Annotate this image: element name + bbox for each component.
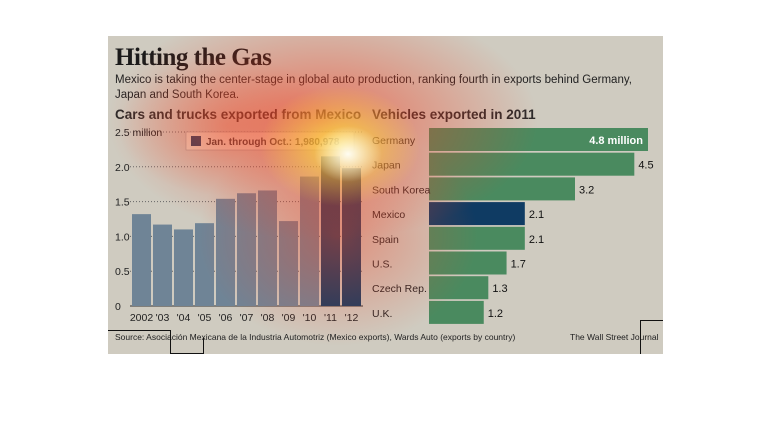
x-tick-label: '09 xyxy=(282,312,296,324)
category-label: South Korea xyxy=(372,184,431,196)
bar xyxy=(429,276,489,300)
legend-swatch xyxy=(191,136,201,146)
x-tick-label: '07 xyxy=(240,312,254,324)
category-label: Mexico xyxy=(372,209,405,221)
bar xyxy=(153,224,172,306)
value-label: 4.5 xyxy=(638,160,653,172)
corner-mark xyxy=(203,338,204,354)
left-chart-title: Cars and trucks exported from Mexico xyxy=(115,107,362,122)
x-tick-label: '03 xyxy=(156,312,170,324)
y-tick-label: 1.0 xyxy=(115,231,130,243)
right-chart-title: Vehicles exported in 2011 xyxy=(372,107,536,122)
category-label: U.S. xyxy=(372,259,392,271)
category-label: Czech Rep. xyxy=(372,283,427,295)
bar xyxy=(195,223,214,306)
bar xyxy=(216,198,235,306)
bar xyxy=(429,177,575,201)
bar xyxy=(237,193,256,306)
bar xyxy=(300,176,319,306)
x-tick-label: 2002 xyxy=(130,312,154,324)
x-tick-label: '11 xyxy=(324,312,337,324)
corner-mark xyxy=(640,320,641,354)
value-label: 3.2 xyxy=(579,184,594,196)
bar xyxy=(429,226,525,250)
bar xyxy=(429,152,635,176)
value-label: 4.8 million xyxy=(589,135,643,147)
corner-mark xyxy=(108,330,170,331)
source-note: Source: Asociación Mexicana de la Indust… xyxy=(115,332,516,342)
chart-title: Hitting the Gas xyxy=(115,44,272,71)
x-tick-label: '05 xyxy=(198,312,212,324)
country-exports-bar-chart: Germany 4.8 million Japan 4.5 South Korea 3.2… xyxy=(372,128,654,324)
value-label: 2.1 xyxy=(529,234,544,246)
bar xyxy=(321,156,340,306)
value-label: 1.7 xyxy=(511,259,526,271)
bar xyxy=(279,221,298,306)
category-label: Spain xyxy=(372,234,399,246)
mexico-exports-bar-chart: 0 0.5 1.0 1.5 2.0 2.5 million 2002'03 '04 '05 '06… xyxy=(115,127,363,324)
value-label: 2.1 xyxy=(529,209,544,221)
y-tick-label: 1.5 xyxy=(115,197,130,209)
category-label: Germany xyxy=(372,135,416,147)
x-tick-label: '10 xyxy=(303,312,317,324)
publisher-credit: The Wall Street Journal xyxy=(570,332,659,342)
y-tick-label: 0 xyxy=(115,301,121,313)
bar xyxy=(429,251,507,275)
bar xyxy=(258,190,277,306)
chart-subtitle: Mexico is taking the center-stage in glo… xyxy=(115,74,632,101)
y-tick-label: 2.5 million xyxy=(115,127,162,139)
bar xyxy=(429,202,525,226)
x-tick-label: '08 xyxy=(261,312,275,324)
corner-mark xyxy=(170,353,204,354)
infographic-panel: Hitting the Gas Mexico is taking the cen… xyxy=(108,36,663,354)
x-tick-label: '04 xyxy=(177,312,191,324)
corner-mark xyxy=(640,320,663,321)
bar xyxy=(342,168,361,306)
category-label: Japan xyxy=(372,160,401,172)
corner-mark xyxy=(170,330,171,354)
bar xyxy=(174,229,193,306)
bar xyxy=(132,214,151,306)
y-tick-label: 2.0 xyxy=(115,162,130,174)
value-label: 1.3 xyxy=(492,283,507,295)
x-tick-label: '06 xyxy=(219,312,233,324)
bar xyxy=(429,300,484,324)
y-tick-label: 0.5 xyxy=(115,266,130,278)
category-label: U.K. xyxy=(372,308,392,320)
value-label: 1.2 xyxy=(488,308,503,320)
x-tick-label: '12 xyxy=(345,312,359,324)
legend-label: Jan. through Oct.: 1,980,978 xyxy=(206,137,340,148)
